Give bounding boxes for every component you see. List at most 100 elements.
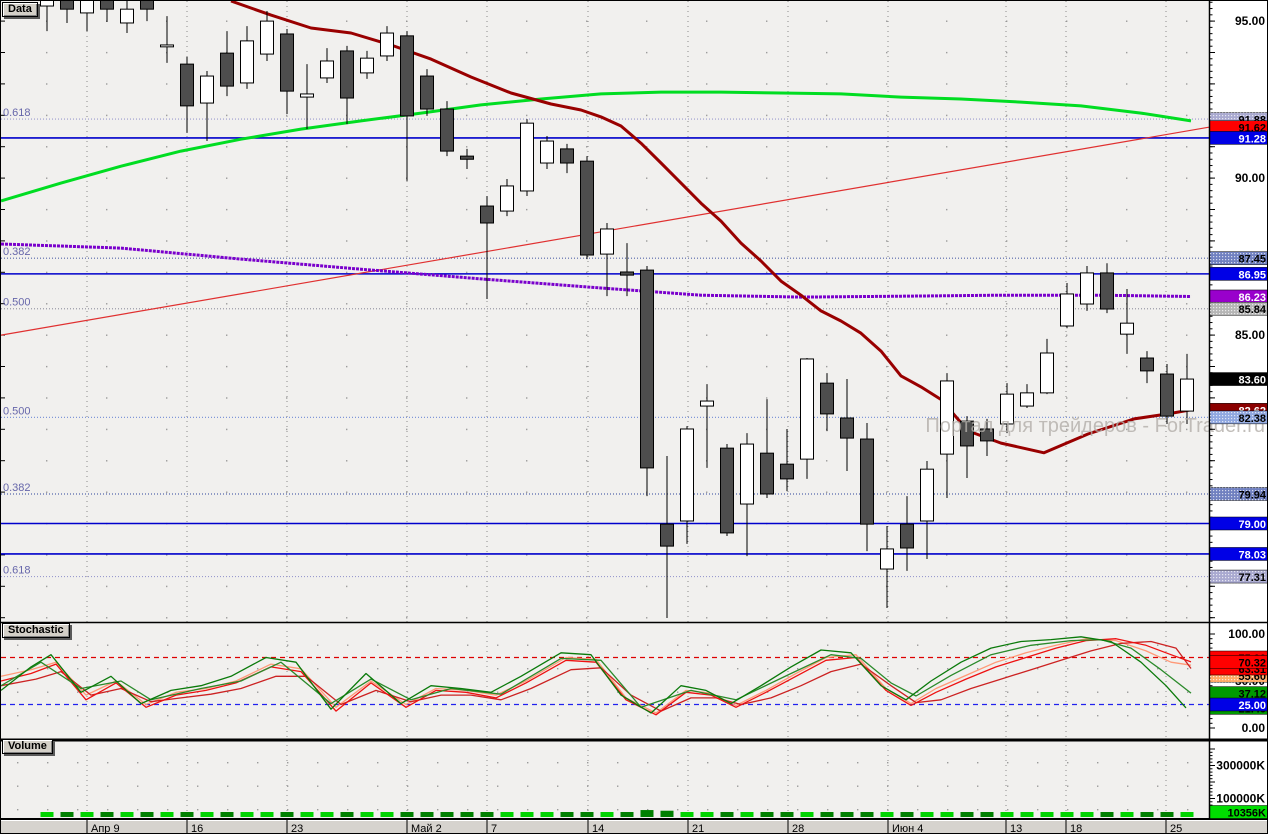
price-badge: 87.45 [1209,251,1267,266]
candle-body [680,428,694,522]
candle-body [1180,378,1194,412]
vertical-gridlines [86,1,1167,816]
volume-bar [1180,812,1194,817]
date-label: 25 [1170,823,1182,834]
purple-ma-line [1,242,1192,299]
candle-body [760,452,774,495]
svg-text:87.45: 87.45 [1238,254,1266,266]
date-label: 21 [692,823,704,834]
volume-bar [900,812,914,817]
date-axis[interactable]: Апр 9 16 23 Май 2 7 14 21 28 Июн 4 13 18 25 [1,820,1268,834]
volume-bar [680,812,694,817]
candle-body [700,400,714,407]
candle-body [960,420,974,447]
volume-bar [260,812,274,817]
volume-bar [1120,812,1134,817]
candle-body [260,20,274,55]
candle-body [640,269,654,469]
volume-bar [220,812,234,817]
candle-body [980,428,994,442]
candle-body [360,57,374,74]
price-badge: 78.03 [1209,547,1267,561]
date-label: 28 [792,823,804,834]
candle-body [100,1,114,10]
volume-bar [880,812,894,817]
price-axis-label: 85.00 [1235,328,1265,342]
svg-text:79.94: 79.94 [1238,489,1266,501]
price-badge: 85.84 [1209,301,1267,316]
volume-bar [760,812,774,817]
volume-bar [980,812,994,817]
date-label: Май 2 [411,823,442,834]
volume-bar [40,812,54,817]
price-badge: 86.95 [1209,267,1267,281]
svg-text:83.60: 83.60 [1238,375,1266,387]
volume-bar [1020,812,1034,817]
candle-body [540,140,554,164]
candle-body [580,160,594,256]
stochastic-panel [1,636,1209,716]
right-price-axis[interactable]: 95.0090.0085.00100.0050.000.00300000K100… [1209,1,1268,820]
candles [40,1,1194,619]
volume-bar [720,812,734,817]
volume-bar [820,812,834,817]
svg-text:85.84: 85.84 [1238,304,1266,316]
volume-bar [60,812,74,817]
volume-axis-label: 100000K [1216,792,1265,806]
candle-body [220,52,234,87]
volume-bar [840,812,854,817]
candle-body [1100,272,1114,310]
volume-bar [420,812,434,817]
volume-bar [580,812,594,817]
price-axis-label: 90.00 [1235,171,1265,185]
candle-body [480,205,494,224]
candle-body [780,463,794,480]
volume-bar [480,812,494,817]
svg-text:91.28: 91.28 [1238,133,1266,145]
date-label: 23 [291,823,303,834]
volume-bar [300,812,314,817]
volume-bar [700,812,714,817]
date-label: 14 [592,823,604,834]
candle-body [1160,373,1174,417]
candle-body [1120,322,1134,335]
volume-bar [120,812,134,817]
candle-body [160,44,174,48]
volume-bar [1140,812,1154,817]
fib-label: 0.618 [3,107,31,119]
candle-body [140,1,154,10]
volume-bars [40,810,1194,817]
data-panel-button[interactable]: Data [2,2,38,17]
price-badge: 86.23 [1209,289,1267,304]
candle-body [560,148,574,164]
left-axis-ticks [1,20,5,619]
volume-badge: 10356K [1209,805,1267,820]
price-axis-label: 95.00 [1235,14,1265,28]
volume-bar [660,810,674,817]
volume-bar [1160,812,1174,817]
volume-panel-button[interactable]: Volume [2,739,53,754]
volume-bar [240,812,254,817]
fib-label: 0.382 [3,482,31,494]
stochastic-axis-label: 0.00 [1242,721,1266,735]
svg-text:37.12: 37.12 [1238,689,1266,701]
watermark: Портал для трейдеров - ForTrader.ru [925,415,1265,437]
stochastic-panel-button[interactable]: Stochastic [2,623,70,638]
candle-body [1060,293,1074,327]
candle-body [880,548,894,570]
stochastic-axis-label: 100.00 [1228,627,1265,641]
candle-body [1000,393,1014,425]
price-badge: 82.38 [1209,410,1267,425]
volume-bar [860,812,874,817]
fib-label: 0.500 [3,297,31,309]
candle-body [820,382,834,415]
overlays [1,1,1209,455]
volume-bar [620,812,634,817]
price-badge: 77.31 [1209,569,1267,584]
fib-label: 0.500 [3,405,31,417]
price-badge: 83.60 [1209,372,1267,387]
volume-bar [360,812,374,817]
svg-text:78.03: 78.03 [1238,549,1266,561]
